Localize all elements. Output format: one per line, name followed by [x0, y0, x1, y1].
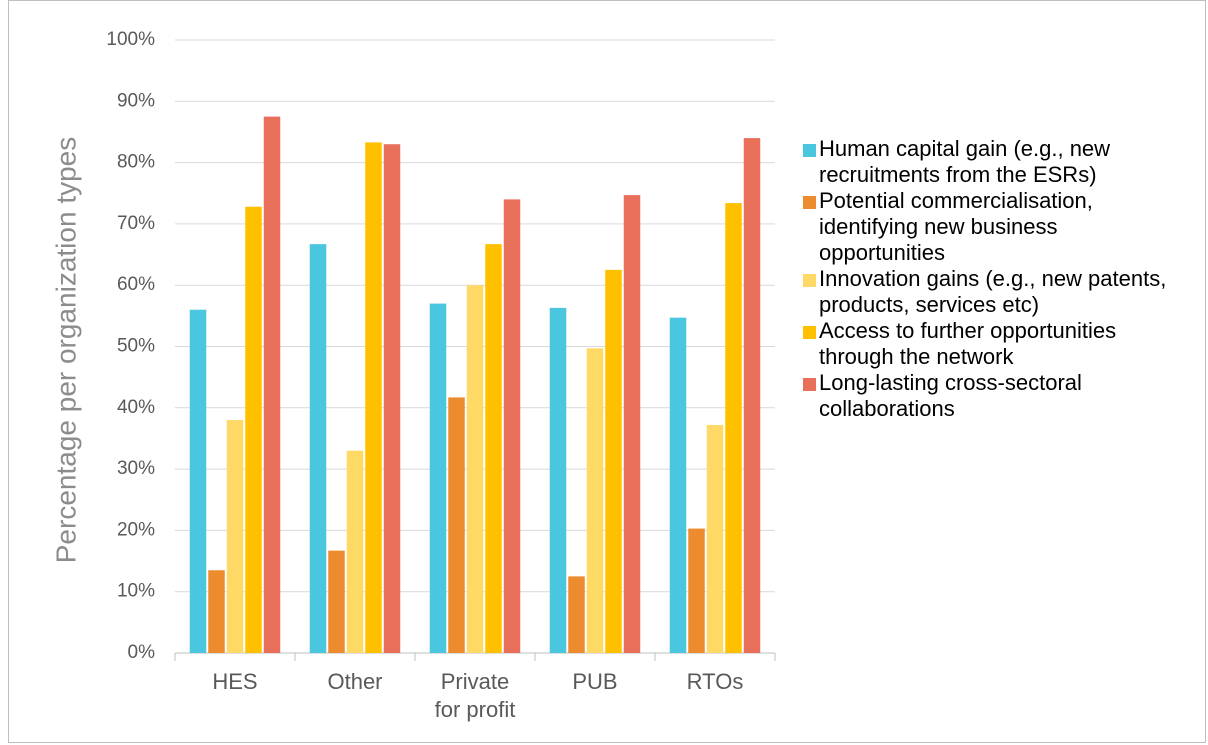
y-tick-label: 90% [117, 90, 155, 111]
y-tick-label: 20% [117, 519, 155, 540]
legend-swatch [803, 144, 816, 157]
bar [328, 550, 345, 653]
bar [226, 420, 244, 653]
x-tick-label: RTOs [687, 669, 744, 694]
bar [189, 309, 207, 653]
bar [365, 142, 382, 653]
bar [743, 138, 761, 653]
bar [623, 195, 641, 654]
legend: Human capital gain (e.g., new recruitmen… [803, 136, 1183, 422]
bar [586, 348, 604, 653]
bar [669, 317, 687, 653]
legend-label: Access to further opportunities through … [819, 318, 1117, 369]
bar [346, 450, 364, 653]
y-tick-label: 70% [117, 213, 155, 234]
bar [605, 269, 622, 653]
legend-item: Long-lasting cross-sectoral collaboratio… [803, 370, 1183, 422]
bar [466, 285, 484, 653]
bar [245, 206, 262, 653]
x-tick-label: HES [212, 669, 257, 694]
bar [706, 424, 724, 653]
legend-swatch [803, 196, 816, 209]
legend-item: Human capital gain (e.g., new recruitmen… [803, 136, 1183, 188]
y-axis-label: Percentage per organization types [50, 137, 81, 564]
legend-item: Potential commercialisation, identifying… [803, 188, 1183, 266]
frame [8, 0, 1206, 743]
legend-label: Long-lasting cross-sectoral collaboratio… [819, 370, 1082, 421]
y-tick-label: 0% [128, 642, 156, 663]
bar [429, 303, 447, 653]
bar [688, 528, 705, 653]
bar [208, 570, 225, 653]
x-tick-label: PUB [572, 669, 617, 694]
bar [263, 116, 281, 653]
legend-item: Access to further opportunities through … [803, 318, 1183, 370]
bar [725, 203, 742, 654]
y-tick-label: 10% [117, 581, 155, 602]
y-tick-label: 50% [117, 336, 155, 357]
legend-swatch [803, 274, 816, 287]
y-tick-label: 60% [117, 274, 155, 295]
bar [383, 144, 401, 653]
legend-label: Human capital gain (e.g., new recruitmen… [819, 136, 1111, 187]
y-tick-label: 40% [117, 397, 155, 418]
legend-label: Innovation gains (e.g., new patents, pro… [819, 266, 1167, 317]
bar [448, 397, 465, 653]
x-tick-line: Private [441, 669, 509, 694]
x-tick-label: Private for profit [435, 669, 516, 722]
x-tick-label: Other [327, 669, 382, 694]
legend-item: Innovation gains (e.g., new patents, pro… [803, 266, 1183, 318]
x-tick-line: for profit [435, 697, 516, 722]
bar [568, 576, 585, 653]
y-tick-label: 30% [117, 458, 155, 479]
y-tick-label: 100% [106, 29, 155, 50]
bar [309, 244, 327, 653]
bar [549, 307, 567, 653]
bar [503, 199, 521, 653]
bar [485, 244, 502, 653]
legend-label: Potential commercialisation, identifying… [819, 188, 1093, 265]
legend-swatch [803, 326, 816, 339]
y-tick-label: 80% [117, 152, 155, 173]
legend-swatch [803, 378, 816, 391]
